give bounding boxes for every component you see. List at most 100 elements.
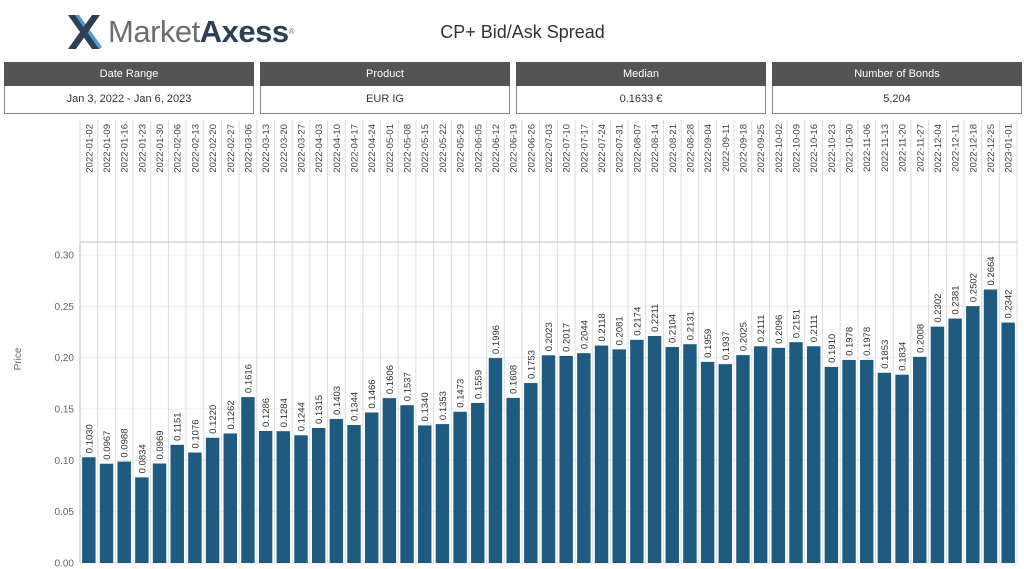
- x-category-label: 2022-01-09: [102, 124, 113, 173]
- bar-value-label: 0.1937: [721, 331, 732, 360]
- x-category-label: 2022-05-08: [403, 124, 414, 173]
- bar: [347, 425, 361, 563]
- bar-value-label: 0.1315: [314, 395, 325, 424]
- y-tick-label: 0.00: [55, 559, 75, 569]
- kpi-label: Number of Bonds: [772, 62, 1022, 86]
- bar-value-label: 0.2111: [756, 315, 767, 343]
- bar-value-label: 0.1616: [243, 364, 254, 393]
- x-category-label: 2022-12-25: [986, 124, 997, 173]
- bar: [152, 463, 167, 563]
- market-axess-x-icon: [68, 15, 102, 49]
- bar-value-label: 0.1978: [862, 327, 873, 356]
- bar: [506, 397, 520, 563]
- bar-value-label: 0.1959: [703, 329, 714, 358]
- bar-value-label: 0.1151: [173, 412, 184, 440]
- bar: [205, 437, 220, 563]
- bar-value-label: 0.2211: [650, 304, 661, 332]
- x-category-label: 2022-07-17: [579, 124, 590, 173]
- bar: [188, 452, 202, 563]
- bar: [913, 356, 927, 563]
- bar: [824, 366, 839, 563]
- x-category-label: 2022-06-12: [491, 124, 502, 173]
- bar: [99, 463, 114, 563]
- page-title: CP+ Bid/Ask Spread: [440, 22, 605, 42]
- bar-value-label: 0.2111: [809, 315, 820, 343]
- bar-value-label: 0.1284: [279, 398, 290, 427]
- bar-value-label: 0.0834: [137, 444, 148, 473]
- bar: [842, 359, 856, 563]
- x-category-label: 2022-08-14: [650, 124, 661, 173]
- bar-value-label: 0.2502: [968, 273, 979, 302]
- bar-value-label: 0.2017: [562, 323, 573, 352]
- bar-value-label: 0.0988: [120, 429, 131, 458]
- bar: [577, 353, 591, 563]
- bar-value-label: 0.1076: [190, 419, 201, 448]
- bar-value-label: 0.1473: [456, 379, 467, 408]
- x-category-label: 2022-07-03: [544, 124, 555, 173]
- bar-value-label: 0.1834: [898, 342, 909, 371]
- bar: [753, 346, 768, 563]
- bar: [294, 435, 308, 563]
- bar: [630, 339, 644, 563]
- y-axis-label: Price: [13, 347, 24, 370]
- bar-value-label: 0.1537: [403, 372, 414, 401]
- bar: [471, 402, 485, 563]
- kpi-date-range: Date Range Jan 3, 2022 - Jan 6, 2023: [4, 62, 254, 114]
- bar: [718, 364, 733, 563]
- x-category-label: 2022-08-28: [685, 124, 696, 173]
- x-category-label: 2022-07-31: [615, 124, 626, 173]
- bar-value-label: 0.2025: [738, 322, 749, 351]
- x-category-label: 2022-10-16: [809, 124, 820, 173]
- bar-value-label: 0.2151: [792, 309, 803, 338]
- x-category-label: 2022-02-27: [226, 124, 237, 173]
- kpi-product: Product EUR IG: [260, 62, 510, 114]
- logo-wordmark: MarketAxess®: [108, 12, 295, 52]
- x-category-label: 2022-08-07: [632, 124, 643, 173]
- bar-value-label: 0.1608: [509, 365, 520, 394]
- x-category-label: 2022-12-04: [933, 124, 944, 173]
- bar: [541, 355, 556, 563]
- x-category-label: 2022-04-03: [314, 124, 325, 173]
- x-category-label: 2022-05-29: [456, 124, 467, 173]
- bar-value-label: 0.1996: [491, 325, 502, 354]
- bar-value-label: 0.2104: [668, 314, 679, 343]
- x-category-label: 2022-02-06: [173, 124, 184, 173]
- bar: [418, 425, 432, 563]
- x-category-label: 2022-01-16: [120, 124, 131, 173]
- bar-value-label: 0.1978: [845, 327, 856, 356]
- bar-value-label: 0.1286: [261, 398, 272, 427]
- bar-value-label: 0.1340: [420, 392, 431, 421]
- x-category-label: 2022-11-20: [898, 124, 909, 172]
- kpi-value: EUR IG: [260, 86, 510, 114]
- bar-value-label: 0.2302: [933, 294, 944, 323]
- x-category-label: 2022-05-01: [385, 124, 396, 173]
- bar: [930, 326, 945, 563]
- bar: [647, 336, 662, 563]
- x-category-label: 2022-07-24: [597, 124, 608, 173]
- x-category-label: 2022-03-27: [296, 124, 307, 173]
- bar: [135, 477, 149, 563]
- bar: [488, 358, 503, 563]
- bar: [860, 359, 874, 563]
- kpi-value: Jan 3, 2022 - Jan 6, 2023: [4, 86, 254, 114]
- bar-value-label: 0.1244: [296, 402, 307, 431]
- bar-value-label: 0.1220: [208, 405, 219, 434]
- kpi-number-of-bonds: Number of Bonds 5,204: [772, 62, 1022, 114]
- x-category-label: 2022-08-21: [668, 124, 679, 173]
- bar: [594, 345, 609, 563]
- x-category-label: 2022-01-02: [84, 124, 95, 173]
- x-category-label: 2022-10-23: [827, 124, 838, 173]
- bar-value-label: 0.2044: [579, 320, 590, 349]
- bar: [789, 342, 803, 563]
- bar: [311, 427, 326, 563]
- x-category-label: 2022-03-06: [243, 124, 254, 173]
- bar-value-label: 0.1403: [332, 386, 343, 415]
- bar: [983, 289, 998, 563]
- bar: [524, 383, 538, 563]
- bar-value-label: 0.2008: [915, 324, 926, 353]
- bar: [700, 361, 715, 563]
- x-category-label: 2022-10-09: [792, 124, 803, 173]
- y-tick-label: 0.30: [55, 251, 75, 262]
- kpi-median: Median 0.1633 €: [516, 62, 766, 114]
- logo-registered-mark: ®: [288, 27, 295, 36]
